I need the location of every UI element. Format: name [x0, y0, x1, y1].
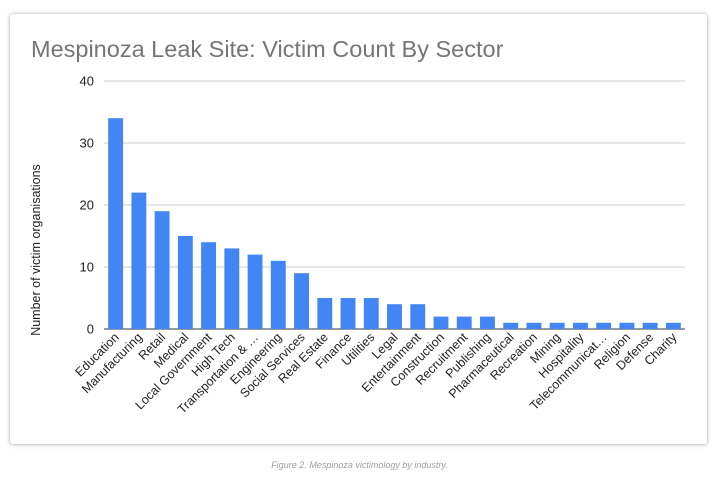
bar: [642, 322, 658, 329]
bar: [201, 242, 217, 329]
bar: [108, 118, 124, 329]
y-tick-label: 0: [87, 322, 94, 337]
bar: [224, 248, 240, 329]
bar: [131, 192, 147, 329]
bar: [456, 316, 472, 329]
bar: [363, 298, 379, 329]
bar: [177, 236, 193, 329]
bar: [247, 254, 263, 329]
bar: [526, 322, 542, 329]
y-tick-label: 40: [80, 74, 94, 89]
bar: [154, 211, 170, 329]
bar: [619, 322, 635, 329]
figure-caption: Figure 2. Mespinoza victimology by indus…: [271, 460, 448, 470]
bar: [433, 316, 449, 329]
bar: [503, 322, 519, 329]
bars: [108, 118, 681, 329]
y-axis-title: Number of victim organisations: [29, 164, 43, 336]
bar: [596, 322, 612, 329]
chart-card: Mespinoza Leak Site: Victim Count By Sec…: [10, 14, 707, 444]
bar: [340, 298, 356, 329]
bar: [665, 322, 681, 329]
bar: [549, 322, 565, 329]
bar: [294, 273, 309, 329]
bar: [572, 322, 588, 329]
bar: [387, 304, 402, 329]
y-tick-label: 10: [80, 260, 94, 275]
y-axis-ticks: 0 10 20 30 40: [80, 74, 94, 337]
y-tick-label: 20: [80, 198, 94, 213]
bar: [270, 260, 286, 329]
bar-chart: 0 10 20 30 40 EducationManufacturingRetailMe…: [29, 74, 685, 417]
y-tick-label: 30: [80, 136, 94, 151]
gridlines: [104, 80, 685, 330]
chart-title: Mespinoza Leak Site: Victim Count By Sec…: [31, 36, 504, 62]
bar: [480, 316, 495, 329]
bar: [317, 298, 333, 329]
bar: [410, 304, 426, 329]
x-axis-labels: EducationManufacturingRetailMedicalLocal…: [73, 330, 681, 417]
